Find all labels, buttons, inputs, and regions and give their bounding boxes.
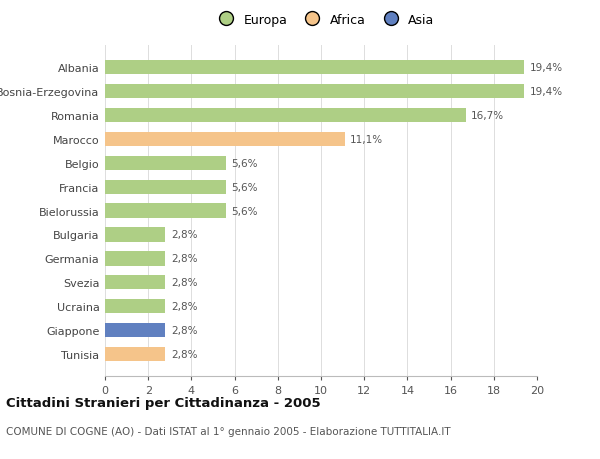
Text: 19,4%: 19,4% (529, 87, 563, 97)
Text: 2,8%: 2,8% (171, 349, 197, 359)
Bar (105, 133, 345, 147)
Bar (105, 204, 226, 218)
Text: Cittadini Stranieri per Cittadinanza - 2005: Cittadini Stranieri per Cittadinanza - 2… (6, 396, 320, 409)
Text: 5,6%: 5,6% (232, 158, 258, 168)
Text: 11,1%: 11,1% (350, 134, 383, 145)
Text: 16,7%: 16,7% (471, 111, 504, 121)
Bar (105, 85, 524, 99)
Bar (105, 61, 524, 75)
Text: 5,6%: 5,6% (232, 206, 258, 216)
Bar (105, 347, 166, 361)
Bar (105, 228, 166, 242)
Text: 19,4%: 19,4% (529, 63, 563, 73)
Text: 2,8%: 2,8% (171, 278, 197, 288)
Bar (105, 299, 166, 313)
Bar (105, 109, 466, 123)
Text: COMUNE DI COGNE (AO) - Dati ISTAT al 1° gennaio 2005 - Elaborazione TUTTITALIA.I: COMUNE DI COGNE (AO) - Dati ISTAT al 1° … (6, 426, 451, 436)
Bar (105, 252, 166, 266)
Legend: Europa, Africa, Asia: Europa, Africa, Asia (209, 9, 439, 32)
Bar (105, 157, 226, 171)
Text: 2,8%: 2,8% (171, 254, 197, 264)
Bar (105, 275, 166, 290)
Bar (105, 323, 166, 337)
Text: 2,8%: 2,8% (171, 230, 197, 240)
Text: 5,6%: 5,6% (232, 182, 258, 192)
Bar (105, 180, 226, 195)
Text: 2,8%: 2,8% (171, 302, 197, 312)
Text: 2,8%: 2,8% (171, 325, 197, 336)
